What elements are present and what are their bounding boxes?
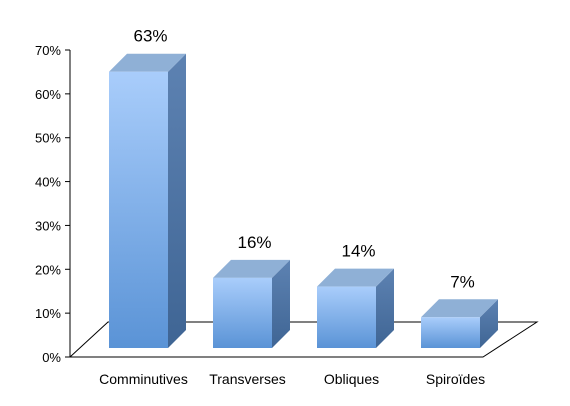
bar-front-face: [213, 277, 272, 348]
data-label: 7%: [450, 272, 475, 291]
labels-layer: 63% Comminutives 16% Transverses 14% Obliques…: [99, 27, 485, 387]
bar-front-face: [421, 317, 480, 348]
bar-front-face: [109, 71, 168, 348]
bar-2: [317, 268, 394, 348]
bars-layer: [109, 53, 498, 348]
data-label: 14%: [341, 242, 375, 261]
category-label: Spiroïdes: [426, 371, 485, 387]
bar-1: [213, 259, 290, 348]
data-label: 63%: [133, 27, 167, 46]
y-axis-tick-label: 0%: [42, 350, 61, 365]
bar-front-face: [317, 286, 376, 348]
y-axis-tick-label: 60%: [35, 87, 61, 102]
category-label: Transverses: [209, 371, 286, 387]
bar-top-face: [109, 53, 186, 72]
y-axis-tick-label: 30%: [35, 218, 61, 233]
bar-3: [421, 299, 498, 348]
chart-floor-plane: [68, 321, 539, 358]
axis-layer: 0% 10% 20% 30% 40% 50% 60% 70%: [35, 43, 71, 365]
category-label: Comminutives: [99, 371, 188, 387]
bar-top-face: [421, 299, 498, 318]
y-axis-tick-label: 50%: [35, 131, 61, 146]
bar-side-face: [272, 259, 290, 348]
y-axis-tick-label: 20%: [35, 262, 61, 277]
bar-top-face: [213, 259, 290, 278]
data-label: 16%: [237, 233, 271, 252]
bar-side-face: [376, 268, 394, 348]
bar-side-face: [480, 299, 498, 348]
y-axis-tick-label: 70%: [35, 43, 61, 58]
chart-floor: [68, 321, 539, 358]
category-label: Obliques: [324, 371, 379, 387]
y-axis-tick-label: 10%: [35, 306, 61, 321]
y-axis-tick-label: 40%: [35, 175, 61, 190]
bar-0: [109, 53, 186, 348]
bar-top-face: [317, 268, 394, 287]
bar-side-face: [168, 53, 186, 348]
